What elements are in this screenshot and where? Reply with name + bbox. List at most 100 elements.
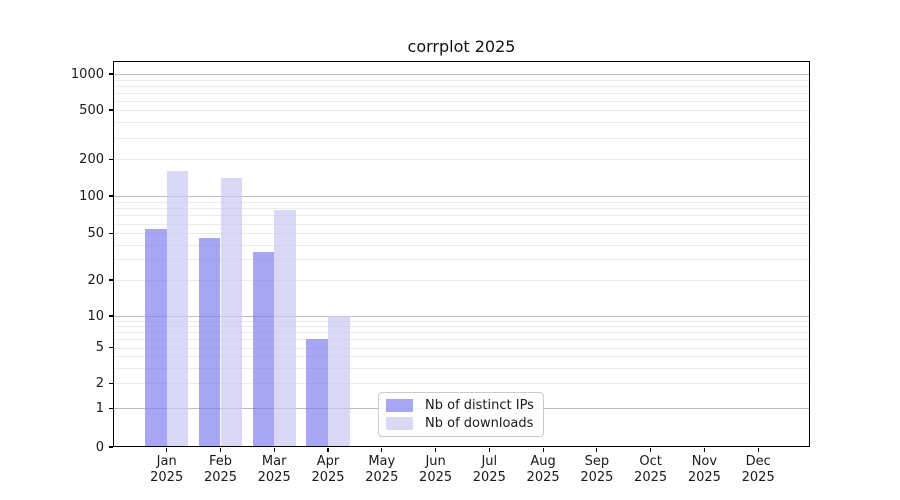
- y-tick-label: 0: [95, 439, 104, 455]
- y-tick-mark: [108, 109, 113, 111]
- gridline-minor: [113, 122, 810, 123]
- gridline-major: [113, 74, 810, 75]
- x-tick-mark: [219, 447, 222, 452]
- x-tick-label-apr: Apr 2025: [300, 454, 356, 485]
- x-tick-year: 2025: [203, 469, 238, 485]
- bar-distinct-ips-apr: [306, 339, 328, 447]
- chart-title: corrplot 2025: [407, 37, 516, 56]
- gridline-minor: [113, 326, 810, 328]
- x-tick-month: Apr: [316, 454, 340, 469]
- bar-distinct-ips-jan: [145, 229, 167, 447]
- x-tick-year: 2025: [580, 469, 614, 485]
- x-tick-year: 2025: [257, 469, 291, 485]
- x-tick-mark: [434, 447, 437, 452]
- legend-label: Nb of downloads: [425, 416, 534, 431]
- gridline-minor: [113, 201, 810, 203]
- y-tick-mark: [108, 315, 113, 317]
- x-tick-label-feb: Feb 2025: [193, 454, 249, 485]
- y-tick-mark: [108, 279, 113, 281]
- gridline-minor: [113, 92, 810, 94]
- x-tick-mark: [488, 447, 490, 452]
- x-tick-mark: [273, 447, 275, 452]
- x-tick-mark: [703, 447, 705, 452]
- gridline-minor: [113, 244, 810, 246]
- y-tick-mark: [108, 195, 113, 197]
- x-tick-year: 2025: [150, 469, 184, 485]
- gridline-minor: [113, 208, 810, 209]
- x-tick-month: Mar: [261, 454, 287, 469]
- x-tick-mark: [596, 447, 598, 452]
- gridline-minor: [113, 223, 810, 225]
- x-tick-year: 2025: [365, 469, 399, 485]
- gridline-minor: [113, 159, 810, 161]
- x-tick-mark: [166, 447, 168, 452]
- gridline-minor: [113, 347, 810, 349]
- x-tick-year: 2025: [634, 469, 668, 485]
- x-tick-month: May: [368, 454, 396, 469]
- legend: Nb of distinct IPs Nb of downloads: [378, 392, 544, 437]
- x-tick-year: 2025: [687, 469, 721, 485]
- y-tick-mark: [108, 382, 113, 384]
- y-tick-mark: [108, 73, 113, 75]
- gridline-major: [113, 196, 810, 197]
- plot-area: [113, 61, 810, 447]
- gridline-minor: [113, 367, 810, 369]
- gridline-minor: [113, 110, 810, 111]
- x-tick-month: Feb: [208, 454, 233, 469]
- gridline-minor: [113, 280, 810, 281]
- gridline-minor: [113, 259, 810, 261]
- bar-distinct-ips-mar: [252, 251, 275, 447]
- x-tick-label-oct: Oct 2025: [623, 454, 679, 485]
- gridline-minor: [113, 79, 810, 81]
- x-tick-mark: [757, 447, 759, 452]
- x-tick-month: Jan: [156, 454, 177, 469]
- y-tick-mark: [108, 446, 113, 448]
- x-tick-year: 2025: [472, 469, 506, 485]
- x-tick-month: Sep: [584, 454, 610, 469]
- y-tick-label: 1: [95, 400, 104, 416]
- x-tick-month: Aug: [530, 454, 556, 469]
- bar-downloads-mar: [274, 210, 296, 447]
- gridline-minor: [113, 356, 810, 358]
- x-tick-year: 2025: [311, 469, 345, 485]
- y-tick-mark: [108, 232, 113, 234]
- y-tick-label: 200: [79, 151, 104, 167]
- y-tick-mark: [108, 347, 113, 349]
- x-tick-label-dec: Dec 2025: [730, 454, 786, 485]
- y-tick-mark: [108, 158, 113, 160]
- x-tick-label-nov: Nov 2025: [676, 454, 732, 485]
- bar-downloads-jan: [166, 171, 189, 447]
- bar-downloads-feb: [220, 178, 243, 447]
- x-tick-mark: [381, 447, 383, 452]
- gridline-minor: [113, 339, 810, 341]
- gridline-minor: [113, 320, 810, 322]
- y-tick-label: 500: [79, 102, 104, 118]
- y-tick-mark: [108, 407, 113, 409]
- y-tick-label: 50: [87, 225, 104, 241]
- bar-distinct-ips-feb: [198, 237, 221, 447]
- x-tick-month: Nov: [691, 454, 718, 469]
- x-tick-year: 2025: [419, 469, 453, 485]
- x-tick-label-aug: Aug 2025: [515, 454, 571, 485]
- x-tick-label-may: May 2025: [354, 454, 410, 485]
- x-tick-mark: [327, 447, 329, 452]
- legend-label: Nb of distinct IPs: [425, 398, 534, 413]
- gridline-minor: [113, 332, 810, 334]
- x-tick-label-jan: Jan 2025: [139, 454, 195, 485]
- legend-item: Nb of distinct IPs: [386, 398, 535, 413]
- bar-downloads-apr: [328, 316, 350, 447]
- gridline-minor: [113, 137, 810, 139]
- x-tick-year: 2025: [741, 469, 775, 485]
- x-tick-mark: [650, 447, 652, 452]
- y-tick-label: 5: [95, 340, 104, 356]
- legend-swatch-distinct-ips: [386, 399, 413, 412]
- x-tick-label-jul: Jul 2025: [461, 454, 517, 485]
- x-tick-year: 2025: [526, 469, 560, 485]
- x-tick-month: Jul: [481, 454, 498, 469]
- x-tick-label-mar: Mar 2025: [246, 454, 302, 485]
- x-tick-mark: [542, 447, 544, 452]
- gridline-minor: [113, 383, 810, 385]
- gridline-minor: [113, 215, 810, 217]
- x-tick-month: Dec: [745, 454, 771, 469]
